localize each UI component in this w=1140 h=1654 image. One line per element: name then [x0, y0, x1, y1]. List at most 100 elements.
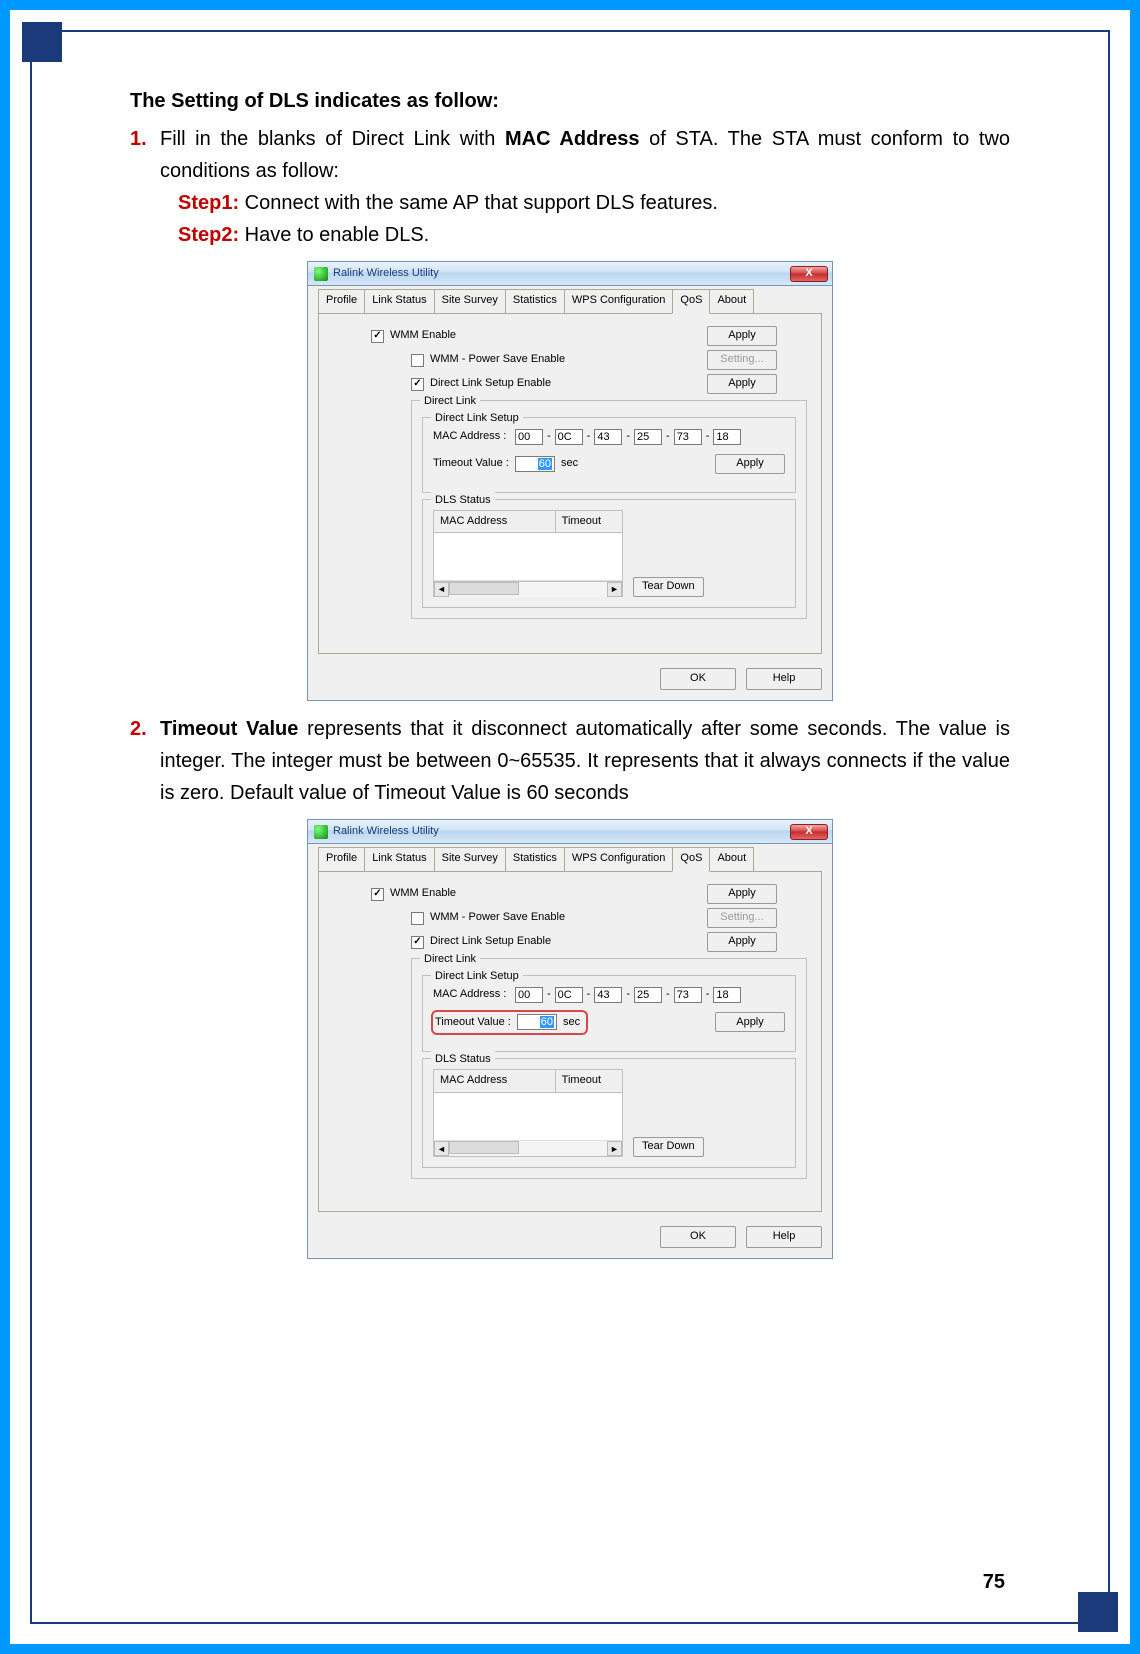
mac-input-4[interactable]: 73: [674, 429, 702, 445]
mac-input-1[interactable]: 0C: [555, 429, 583, 445]
row-dls-enable: Direct Link Setup Enable Apply: [333, 932, 807, 952]
tab-wps[interactable]: WPS Configuration: [564, 847, 674, 871]
ok-button[interactable]: OK: [660, 668, 736, 690]
legend-direct-link-setup: Direct Link Setup: [431, 410, 523, 428]
titlebar-left: Ralink Wireless Utility: [314, 823, 439, 841]
close-button[interactable]: X: [790, 266, 828, 282]
window-title: Ralink Wireless Utility: [333, 823, 439, 841]
mac-input-2[interactable]: 43: [594, 429, 622, 445]
scroll-track[interactable]: [449, 582, 607, 597]
scroll-track[interactable]: [449, 1141, 607, 1156]
app-icon: [314, 825, 328, 839]
dls-enable-checkbox[interactable]: [411, 936, 424, 949]
scroll-thumb[interactable]: [449, 582, 519, 595]
help-button[interactable]: Help: [746, 668, 822, 690]
item1-pre: Fill in the blanks of Direct Link with: [160, 128, 505, 150]
timeout-label: Timeout Value :: [435, 1014, 517, 1032]
dls-table-body: [434, 533, 622, 581]
row-wmm-ps: WMM - Power Save Enable Setting...: [333, 350, 807, 370]
mac-input-2[interactable]: 43: [594, 987, 622, 1003]
apply-button-dls[interactable]: Apply: [707, 374, 777, 394]
tab-statistics[interactable]: Statistics: [505, 847, 565, 871]
tab-qos[interactable]: QoS: [672, 289, 710, 314]
dialog-body: Profile Link Status Site Survey Statisti…: [308, 286, 832, 660]
tab-about[interactable]: About: [709, 847, 754, 871]
legend-dls-status: DLS Status: [431, 492, 495, 510]
mac-input-5[interactable]: 18: [713, 987, 741, 1003]
list-number-1: 1.: [130, 123, 160, 251]
mac-input-0[interactable]: 00: [515, 987, 543, 1003]
dls-table: MAC Address Timeout ◄ ►: [433, 1069, 623, 1157]
timeout-input[interactable]: 60: [515, 456, 555, 472]
wmm-enable-checkbox[interactable]: [371, 888, 384, 901]
tab-about[interactable]: About: [709, 289, 754, 313]
tabs: Profile Link Status Site Survey Statisti…: [318, 852, 822, 872]
dls-enable-checkbox[interactable]: [411, 378, 424, 391]
dls-hscroll[interactable]: ◄ ►: [434, 1141, 622, 1156]
wmm-ps-checkbox[interactable]: [411, 354, 424, 367]
scroll-right-icon[interactable]: ►: [607, 582, 622, 597]
tab-statistics[interactable]: Statistics: [505, 289, 565, 313]
tab-site-survey[interactable]: Site Survey: [434, 289, 506, 313]
row-timeout: Timeout Value : 60 sec Apply: [433, 1012, 785, 1034]
apply-button-timeout[interactable]: Apply: [715, 454, 785, 474]
tab-wps[interactable]: WPS Configuration: [564, 289, 674, 313]
apply-button-timeout[interactable]: Apply: [715, 1012, 785, 1032]
apply-button-wmm[interactable]: Apply: [707, 326, 777, 346]
sec-label: sec: [561, 455, 578, 473]
legend-dls-status: DLS Status: [431, 1051, 495, 1069]
scroll-left-icon[interactable]: ◄: [434, 1141, 449, 1156]
mac-input-3[interactable]: 25: [634, 429, 662, 445]
tear-down-button[interactable]: Tear Down: [633, 577, 704, 597]
timeout-input[interactable]: 60: [517, 1014, 557, 1030]
wmm-enable-checkbox[interactable]: [371, 330, 384, 343]
setting-button[interactable]: Setting...: [707, 908, 777, 928]
list-body-2: Timeout Value represents that it disconn…: [160, 713, 1010, 809]
dls-status-row: MAC Address Timeout ◄ ►: [433, 1069, 785, 1157]
groupbox-direct-link: Direct Link Direct Link Setup MAC Addres…: [411, 400, 807, 619]
apply-button-dls[interactable]: Apply: [707, 932, 777, 952]
mac-input-5[interactable]: 18: [713, 429, 741, 445]
page-number: 75: [983, 1571, 1005, 1594]
step2-text: Have to enable DLS.: [239, 224, 429, 246]
tab-link-status[interactable]: Link Status: [364, 289, 434, 313]
mac-sep: -: [626, 986, 630, 1004]
groupbox-direct-link-setup: Direct Link Setup MAC Address : 00- 0C- …: [422, 975, 796, 1052]
tab-qos[interactable]: QoS: [672, 847, 710, 872]
col-mac: MAC Address: [434, 1070, 556, 1093]
legend-direct-link: Direct Link: [420, 393, 480, 411]
ralink-dialog: Ralink Wireless Utility X Profile Link S…: [307, 261, 833, 701]
ok-button[interactable]: OK: [660, 1226, 736, 1248]
scroll-left-icon[interactable]: ◄: [434, 582, 449, 597]
mac-sep: -: [706, 986, 710, 1004]
step1-text: Connect with the same AP that support DL…: [239, 192, 718, 214]
tab-profile[interactable]: Profile: [318, 847, 365, 871]
timeout-highlight: Timeout Value : 60 sec: [433, 1012, 586, 1034]
col-timeout: Timeout: [556, 511, 622, 534]
setting-button[interactable]: Setting...: [707, 350, 777, 370]
mac-input-4[interactable]: 73: [674, 987, 702, 1003]
wmm-ps-checkbox[interactable]: [411, 912, 424, 925]
tab-link-status[interactable]: Link Status: [364, 847, 434, 871]
mac-sep: -: [666, 428, 670, 446]
dls-hscroll[interactable]: ◄ ►: [434, 581, 622, 596]
tab-profile[interactable]: Profile: [318, 289, 365, 313]
tab-site-survey[interactable]: Site Survey: [434, 847, 506, 871]
wmm-ps-label: WMM - Power Save Enable: [430, 351, 565, 369]
tear-down-button[interactable]: Tear Down: [633, 1137, 704, 1157]
wmm-enable-label: WMM Enable: [390, 885, 456, 903]
mac-input-1[interactable]: 0C: [555, 987, 583, 1003]
row-wmm-enable: WMM Enable Apply: [333, 884, 807, 904]
groupbox-direct-link-setup: Direct Link Setup MAC Address : 00- 0C- …: [422, 417, 796, 493]
groupbox-direct-link: Direct Link Direct Link Setup MAC Addres…: [411, 958, 807, 1179]
help-button[interactable]: Help: [746, 1226, 822, 1248]
mac-input-0[interactable]: 00: [515, 429, 543, 445]
close-button[interactable]: X: [790, 824, 828, 840]
row-mac-address: MAC Address : 00- 0C- 43- 25- 73- 18: [433, 986, 785, 1004]
scroll-thumb[interactable]: [449, 1141, 519, 1154]
dls-table-head: MAC Address Timeout: [434, 511, 622, 534]
tab-panel-qos: WMM Enable Apply WMM - Power Save Enable…: [318, 314, 822, 654]
mac-input-3[interactable]: 25: [634, 987, 662, 1003]
apply-button-wmm[interactable]: Apply: [707, 884, 777, 904]
scroll-right-icon[interactable]: ►: [607, 1141, 622, 1156]
